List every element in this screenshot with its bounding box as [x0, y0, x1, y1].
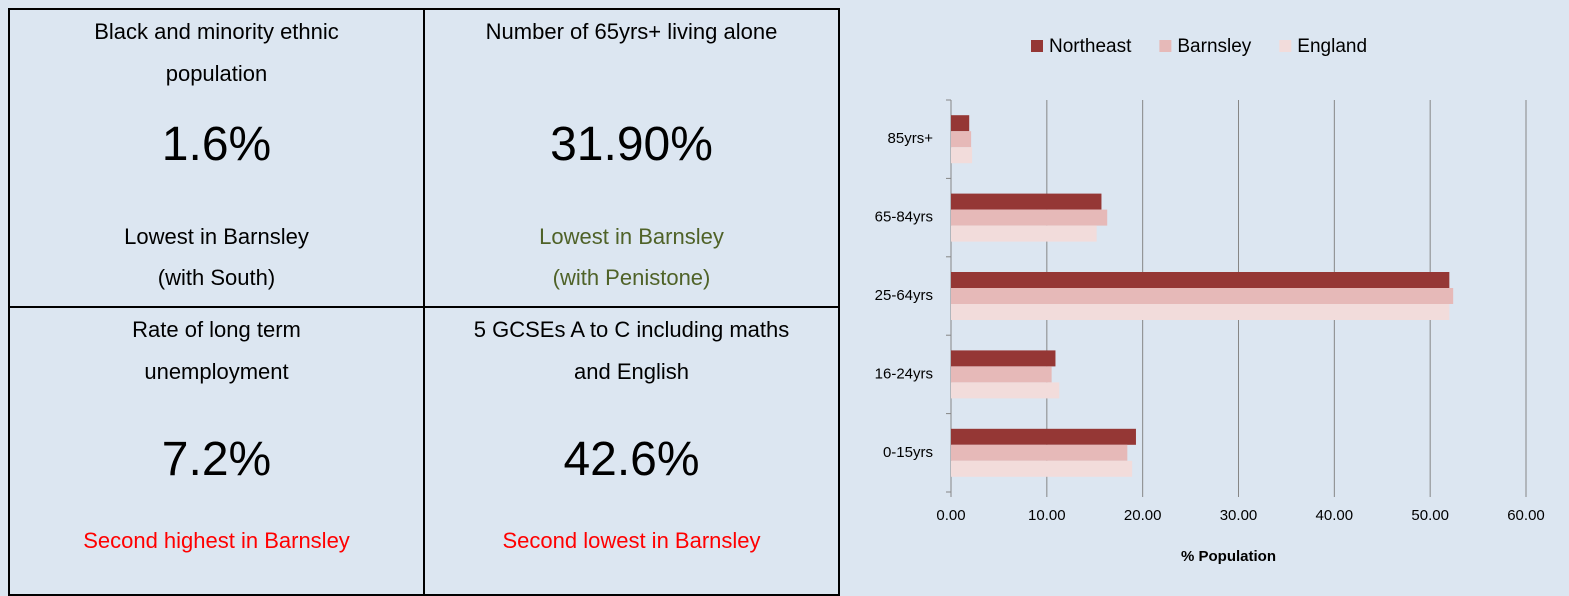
- stat-note: (with South): [157, 265, 276, 290]
- bar: [951, 288, 1454, 304]
- stat-title: Black and minority ethnic: [94, 19, 339, 44]
- bar: [951, 460, 1133, 477]
- legend-label: England: [1297, 36, 1367, 57]
- legend-swatch: [1159, 40, 1172, 52]
- legend-swatch: [1279, 40, 1292, 52]
- bar: [951, 225, 1097, 242]
- y-tick-label: 85yrs+: [888, 130, 934, 147]
- stat-cell: Rate of long term unemployment 7.2% Second …: [8, 306, 425, 596]
- y-tick-label: 65-84yrs: [875, 209, 933, 226]
- x-tick-label: 20.00: [1124, 507, 1162, 524]
- stat-title: Number of 65yrs+ living alone: [485, 19, 778, 44]
- stat-note: Lowest in Barnsley: [124, 224, 309, 249]
- bar: [951, 444, 1128, 461]
- chart: 0.00 10.00 20.00 30.00 40.00 50.00 60.00 85yrs+…: [875, 36, 1545, 565]
- stat-value: 42.6%: [563, 433, 700, 486]
- bar: [951, 193, 1102, 210]
- stat-cell: Number of 65yrs+ living alone 31.90% Lowes…: [423, 8, 840, 310]
- x-axis-title: % Population: [1181, 548, 1276, 565]
- stat-note: (with Penistone): [552, 265, 711, 290]
- stat-title: unemployment: [144, 359, 289, 384]
- stat-note: Second lowest in Barnsley: [502, 528, 761, 553]
- x-tick-label: 0.00: [936, 507, 965, 524]
- bar: [951, 115, 970, 132]
- x-tick-label: 60.00: [1507, 507, 1545, 524]
- bar: [951, 382, 1060, 399]
- x-tick-label: 50.00: [1411, 507, 1449, 524]
- y-tick-label: 16-24yrs: [875, 365, 933, 382]
- x-tick-label: 40.00: [1316, 507, 1354, 524]
- stat-title: Rate of long term: [132, 317, 301, 342]
- stat-cell: Black and minority ethnic population 1.6% L…: [8, 8, 425, 310]
- legend-label: Northeast: [1049, 36, 1132, 57]
- bar: [951, 131, 972, 148]
- stat-value: 7.2%: [161, 433, 272, 486]
- stat-cell: 5 GCSEs A to C including maths and Englis…: [423, 306, 840, 596]
- stat-note: Second highest in Barnsley: [83, 528, 350, 553]
- legend-label: Barnsley: [1177, 36, 1251, 57]
- stat-title: and English: [574, 359, 689, 384]
- bar: [951, 428, 1136, 445]
- stat-note: Lowest in Barnsley: [539, 224, 724, 249]
- bar: [951, 147, 973, 164]
- bar: [951, 209, 1108, 226]
- stat-title: 5 GCSEs A to C including maths: [473, 317, 790, 342]
- stat-value: 1.6%: [161, 118, 272, 171]
- stat-title: population: [165, 61, 268, 86]
- y-tick-label: 25-64yrs: [875, 287, 933, 304]
- bar: [951, 366, 1052, 383]
- bar: [951, 272, 1450, 288]
- x-tick-label: 30.00: [1220, 507, 1258, 524]
- stat-value: 31.90%: [550, 118, 713, 171]
- legend-swatch: [1031, 40, 1043, 52]
- x-tick-label: 10.00: [1028, 507, 1066, 524]
- bar: [951, 350, 1056, 367]
- y-tick-label: 0-15yrs: [883, 444, 933, 461]
- bar: [951, 304, 1450, 320]
